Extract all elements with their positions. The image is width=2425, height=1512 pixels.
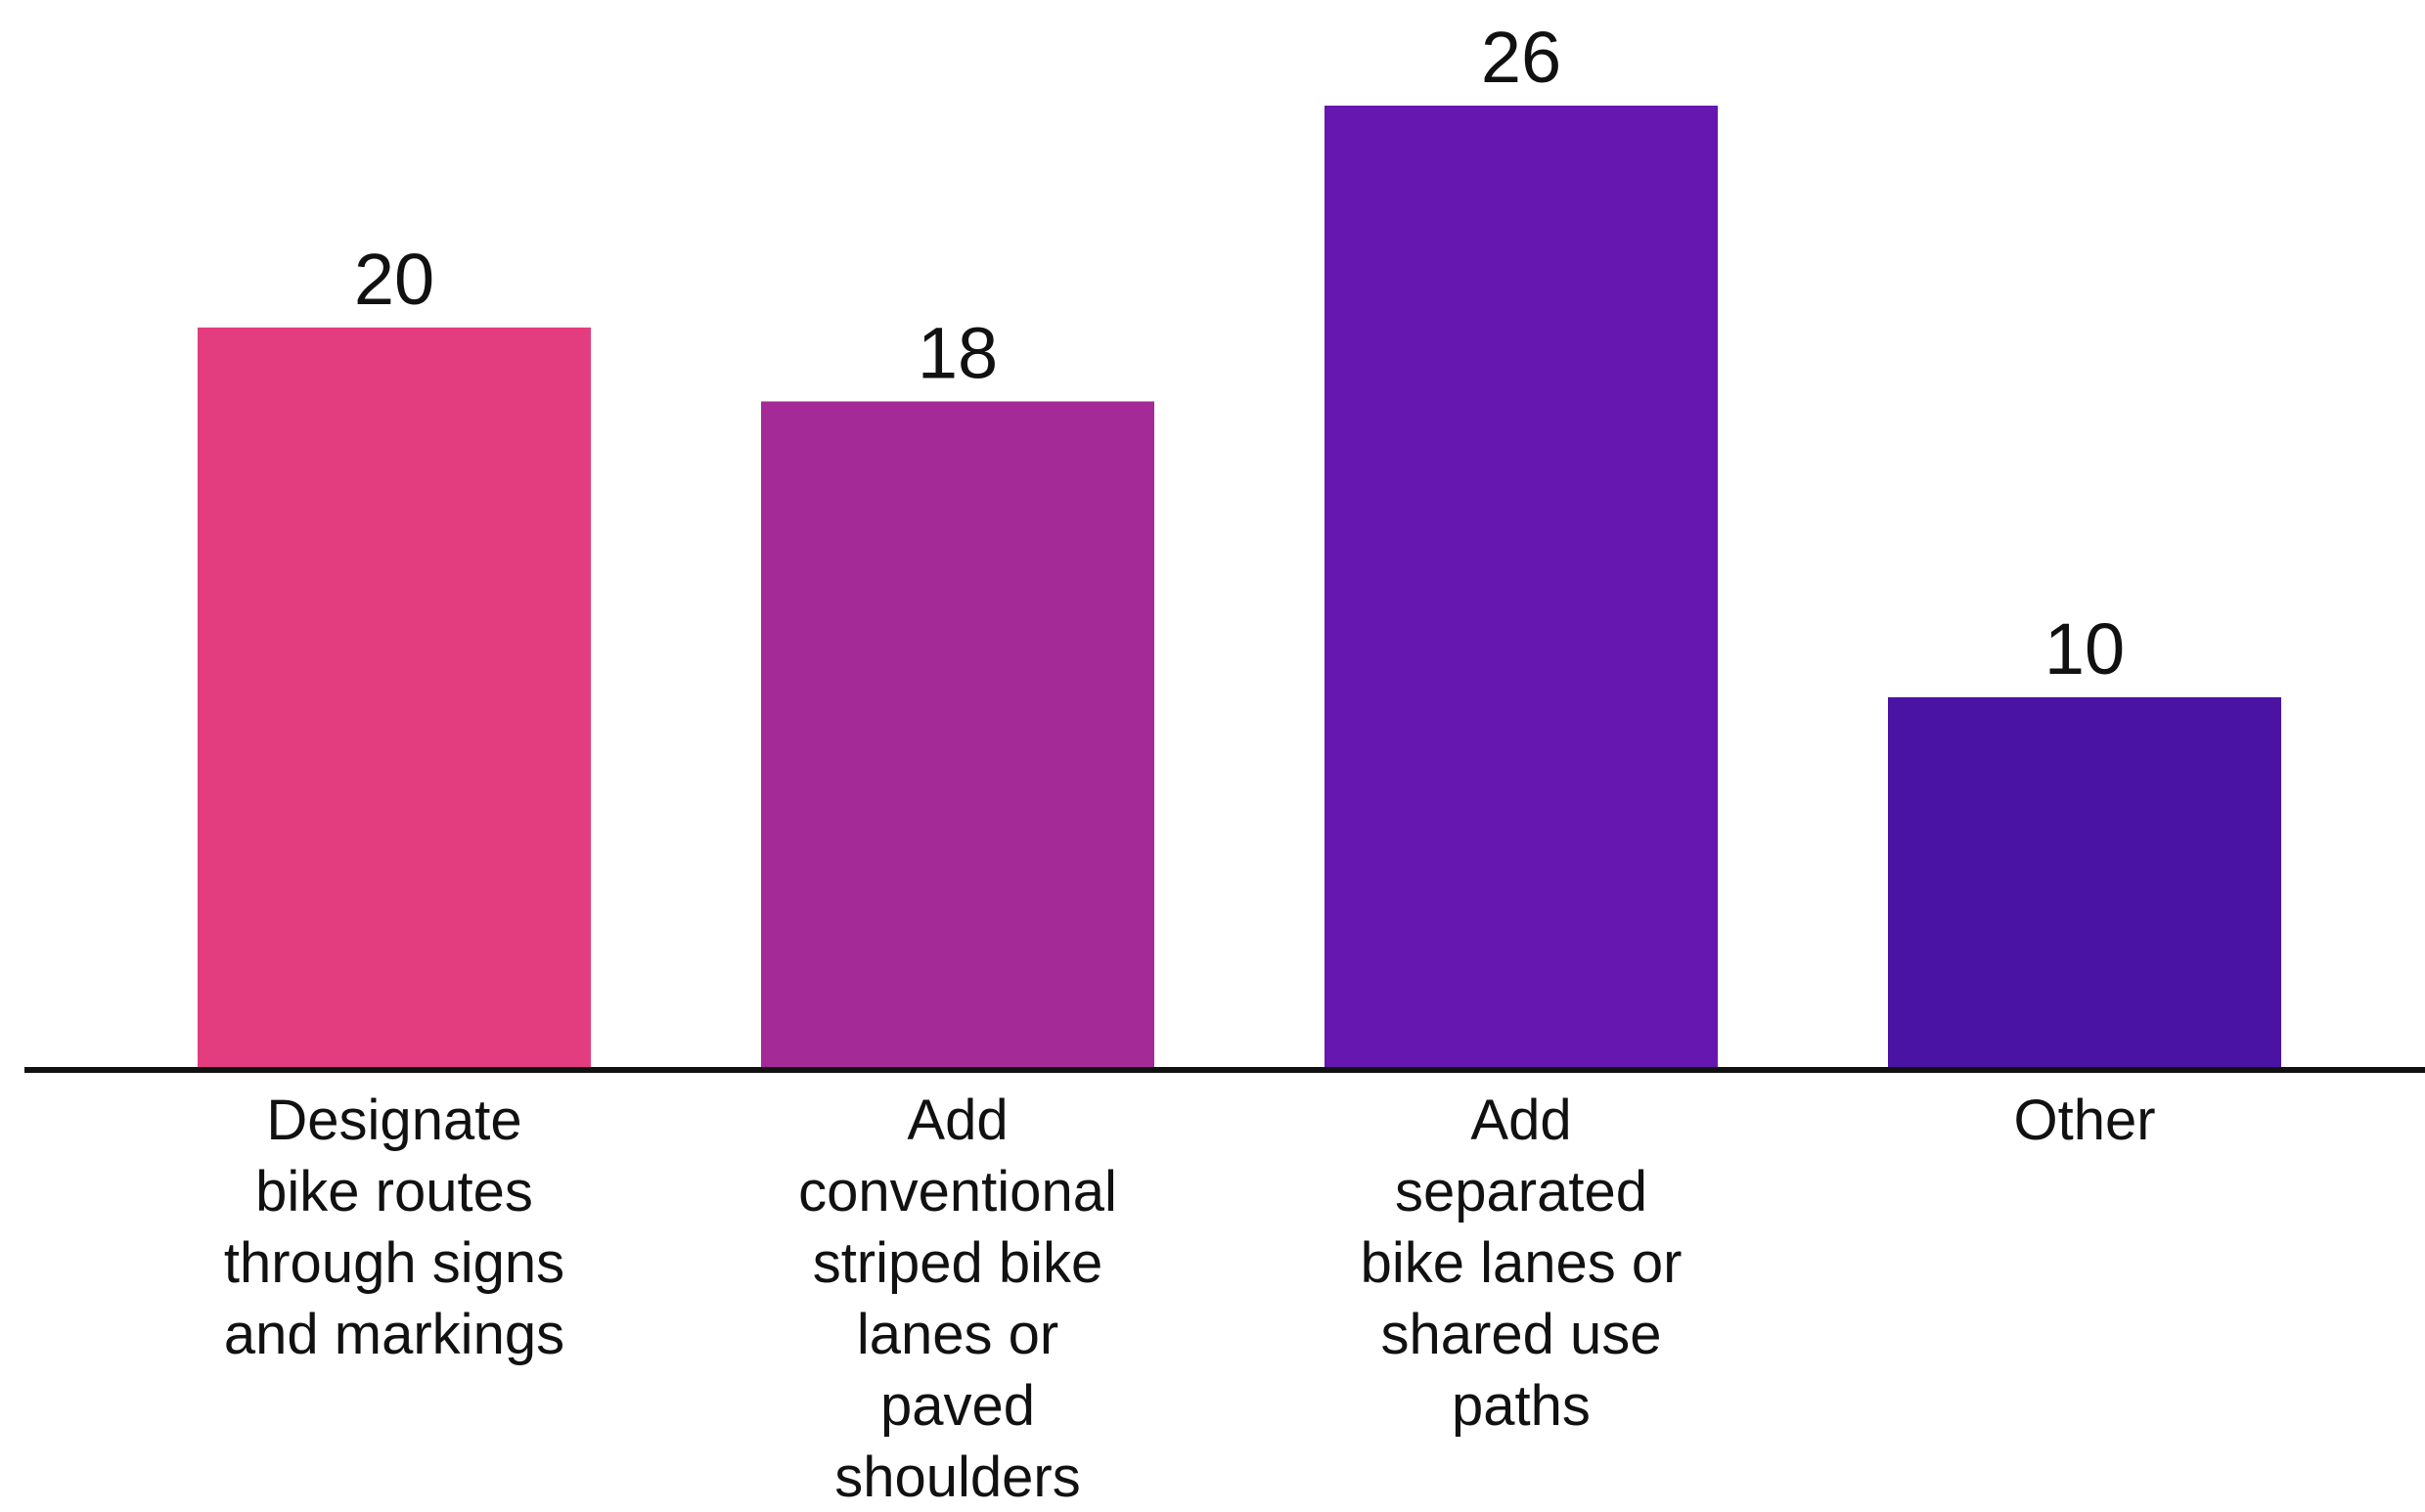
bars-group [198, 106, 2281, 1067]
bar-3 [1888, 696, 2281, 1067]
category-label-1-line-4: paved [880, 1374, 1035, 1438]
category-label-1-line-0: Add [907, 1089, 1008, 1152]
bar-2 [1325, 106, 1718, 1067]
value-label-3: 10 [2044, 608, 2125, 689]
category-label-3-line-0: Other [2013, 1089, 2155, 1152]
category-label-2-line-4: paths [1452, 1374, 1591, 1438]
category-labels-group: Designate bike routes through signs and mar… [224, 1089, 2156, 1509]
category-label-1-line-1: conventional [798, 1160, 1117, 1223]
category-label-2-line-1: separated [1395, 1160, 1647, 1223]
category-label-1-line-2: striped bike [813, 1231, 1103, 1295]
category-label-2-line-2: bike lanes or [1361, 1231, 1683, 1295]
category-label-2-line-3: shared use [1381, 1303, 1662, 1366]
value-label-0: 20 [354, 239, 434, 320]
value-labels-group: 20 18 26 10 [354, 17, 2125, 689]
bar-1 [761, 401, 1154, 1067]
category-label-2-line-0: Add [1470, 1089, 1571, 1152]
category-label-1-line-5: shoulders [834, 1445, 1080, 1509]
category-label-0-line-2: through signs [224, 1231, 564, 1295]
value-label-2: 26 [1481, 17, 1561, 98]
value-label-1: 18 [918, 312, 998, 393]
category-label-0-line-3: and markings [224, 1303, 564, 1366]
bar-0 [198, 327, 591, 1067]
category-label-0-line-1: bike routes [255, 1160, 533, 1223]
category-label-1-line-3: lanes or [857, 1303, 1058, 1366]
category-label-0-line-0: Designate [266, 1089, 521, 1152]
